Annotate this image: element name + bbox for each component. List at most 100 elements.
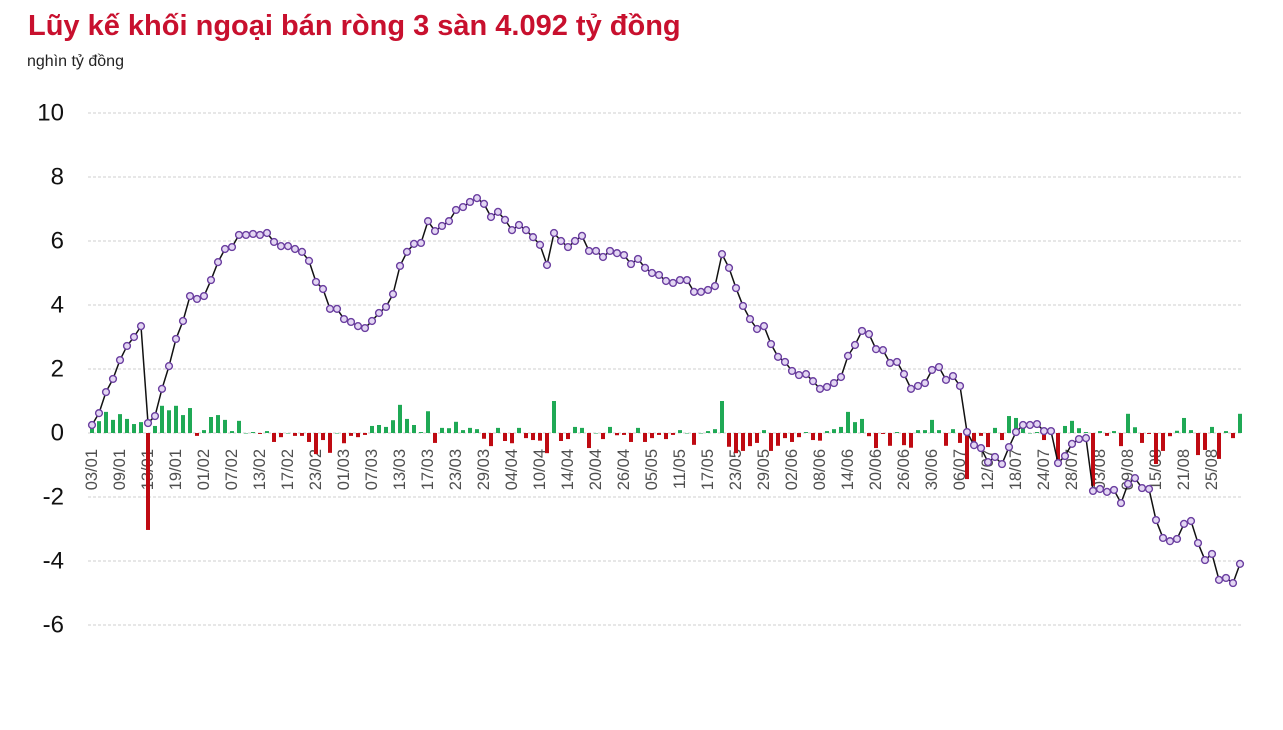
- daily-bar-positive: [1112, 431, 1116, 433]
- daily-bar-positive: [111, 419, 115, 433]
- x-tick-label: 23/02: [307, 449, 325, 490]
- cumulative-point: [241, 230, 251, 240]
- x-tick-label: 18/07: [1007, 449, 1025, 490]
- daily-bar-negative: [902, 433, 906, 446]
- cumulative-point: [724, 263, 734, 272]
- daily-bar-positive: [839, 426, 843, 433]
- daily-bar-negative: [1140, 433, 1144, 443]
- cumulative-point: [472, 194, 482, 203]
- daily-bar-negative: [797, 433, 801, 438]
- daily-bar-negative: [503, 433, 507, 441]
- cumulative-point: [577, 231, 587, 240]
- x-tick-label: 07/03: [363, 449, 381, 490]
- daily-bar-positive: [174, 405, 178, 433]
- cumulative-point: [906, 384, 916, 393]
- cumulative-point: [563, 242, 573, 252]
- y-tick-label: -2: [43, 484, 64, 511]
- daily-bar-positive: [699, 433, 703, 434]
- daily-bar-negative: [321, 433, 325, 441]
- cumulative-point: [451, 205, 461, 215]
- y-tick-label: 2: [51, 356, 64, 383]
- daily-bar-positive: [496, 427, 500, 433]
- cumulative-point: [325, 304, 335, 313]
- daily-bar-positive: [104, 411, 108, 433]
- cumulative-point: [213, 258, 223, 267]
- daily-bar-positive: [160, 405, 164, 433]
- daily-bar-negative: [1168, 433, 1172, 437]
- x-tick-label: 10/04: [531, 449, 549, 490]
- cumulative-point: [913, 381, 923, 391]
- daily-bar-positive: [685, 433, 689, 434]
- x-tick-label: 28/07: [1063, 449, 1081, 490]
- cumulative-point: [1235, 559, 1245, 568]
- daily-bar-negative: [1203, 433, 1207, 450]
- daily-bar-positive: [895, 432, 899, 433]
- x-tick-label: 09/01: [111, 449, 129, 490]
- y-tick-label: -6: [43, 612, 64, 639]
- cumulative-point: [710, 282, 720, 291]
- cumulative-point: [255, 230, 265, 240]
- daily-bar-negative: [328, 433, 332, 453]
- x-tick-label: 26/04: [615, 449, 633, 490]
- cumulative-point: [94, 409, 104, 418]
- cumulative-point: [304, 256, 314, 265]
- daily-bar-negative: [874, 433, 878, 449]
- cumulative-point: [927, 365, 937, 375]
- daily-bar-negative: [1161, 433, 1165, 451]
- cumulative-point: [423, 217, 433, 226]
- x-tick-label: 25/08: [1203, 449, 1221, 490]
- cumulative-point: [1130, 474, 1140, 483]
- cumulative-point: [829, 378, 839, 388]
- daily-bar-negative: [965, 433, 969, 480]
- cumulative-point: [843, 351, 853, 360]
- x-tick-label: 17/02: [279, 449, 297, 490]
- daily-bar-negative: [538, 433, 542, 441]
- x-tick-label: 20/06: [867, 449, 885, 490]
- daily-bar-negative: [307, 433, 311, 442]
- daily-bar-negative: [692, 433, 696, 445]
- daily-bar-negative: [944, 433, 948, 446]
- daily-bar-negative: [972, 433, 976, 447]
- cumulative-point: [1046, 426, 1056, 436]
- y-axis: 10 8 6 4 2 0 -2 -4 -6: [37, 100, 64, 639]
- cumulative-point: [1214, 575, 1224, 584]
- x-axis: 03/0109/0113/0119/0101/0207/0213/0217/02…: [83, 449, 1221, 490]
- daily-bar-negative: [1231, 433, 1235, 439]
- cumulative-point: [1158, 533, 1168, 543]
- cumulative-point: [633, 254, 643, 264]
- daily-bar-positive: [125, 418, 129, 433]
- cumulative-point: [374, 308, 384, 318]
- daily-bar-positive: [1175, 430, 1179, 433]
- daily-bar-positive: [706, 431, 710, 433]
- daily-bar-negative: [769, 433, 773, 451]
- x-tick-label: 08/06: [811, 449, 829, 490]
- daily-bar-negative: [748, 433, 752, 447]
- y-axis-unit-label: nghìn tỷ đồng: [27, 53, 124, 70]
- daily-bar-negative: [755, 433, 759, 443]
- daily-bar-negative: [734, 433, 738, 454]
- daily-bar-negative: [433, 433, 437, 443]
- cumulative-point: [948, 371, 958, 381]
- cumulative-point: [731, 283, 741, 293]
- daily-bar-negative: [510, 433, 514, 444]
- daily-bar-negative: [258, 433, 262, 434]
- cumulative-point: [108, 374, 118, 384]
- x-tick-label: 21/08: [1175, 449, 1193, 490]
- cumulative-point: [689, 287, 699, 296]
- cumulative-point: [87, 420, 97, 430]
- daily-bar-positive: [1224, 431, 1228, 433]
- cumulative-point: [962, 427, 972, 437]
- daily-bar-positive: [391, 420, 395, 433]
- x-tick-label: 29/03: [475, 449, 493, 490]
- daily-bar-negative: [195, 433, 199, 436]
- cumulative-point: [556, 236, 566, 246]
- cumulative-point: [493, 207, 503, 216]
- daily-bar-negative: [1105, 433, 1109, 436]
- daily-bar-positive: [412, 425, 416, 433]
- daily-bar-positive: [447, 428, 451, 433]
- daily-bar-negative: [888, 433, 892, 446]
- x-tick-label: 02/06: [783, 449, 801, 490]
- cumulative-point: [353, 322, 363, 331]
- cumulative-point: [661, 276, 671, 286]
- daily-bar-negative: [1042, 433, 1046, 441]
